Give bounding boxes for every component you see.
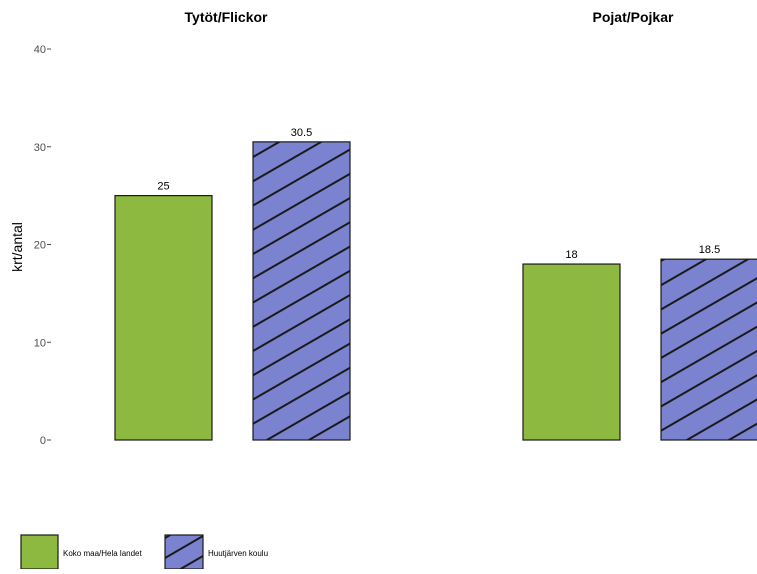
bar-value-label-boys-huutjarvi: 18.5 [699, 244, 720, 256]
panel-title-girls: Tytöt/Flickor [185, 9, 269, 25]
legend-swatch-koko-maa [20, 534, 59, 570]
bar-boys-koko-maa [522, 263, 621, 441]
legend: Koko maa/Hela landet Huutjärven koulu [20, 534, 268, 570]
legend-label-koko-maa: Koko maa/Hela landet [63, 549, 142, 558]
y-tick-label-40: 40 [34, 44, 46, 56]
bar-value-label-boys-koko-maa: 18 [565, 249, 577, 261]
panel-title-boys: Pojat/Pojkar [593, 9, 674, 25]
bar-value-label-girls-huutjarvi: 30.5 [291, 127, 312, 139]
y-tick-label-0: 0 [40, 435, 46, 447]
bar-girls-koko-maa [114, 195, 213, 441]
y-tick-label-30: 30 [34, 142, 46, 154]
bar-boys-huutjarvi [660, 258, 757, 441]
bar-value-label-girls-koko-maa: 25 [157, 181, 169, 193]
bars: 25 30.5 18 18.5 [114, 127, 757, 441]
y-axis-label: krt/antal [9, 222, 25, 272]
legend-swatch-huutjarvi [164, 534, 204, 570]
bar-girls-huutjarvi [252, 141, 351, 441]
y-tick-label-20: 20 [34, 240, 46, 252]
y-axis: 0 10 20 30 40 [34, 44, 51, 447]
y-tick-label-10: 10 [34, 337, 46, 349]
legend-label-huutjarvi: Huutjärven koulu [208, 549, 268, 558]
